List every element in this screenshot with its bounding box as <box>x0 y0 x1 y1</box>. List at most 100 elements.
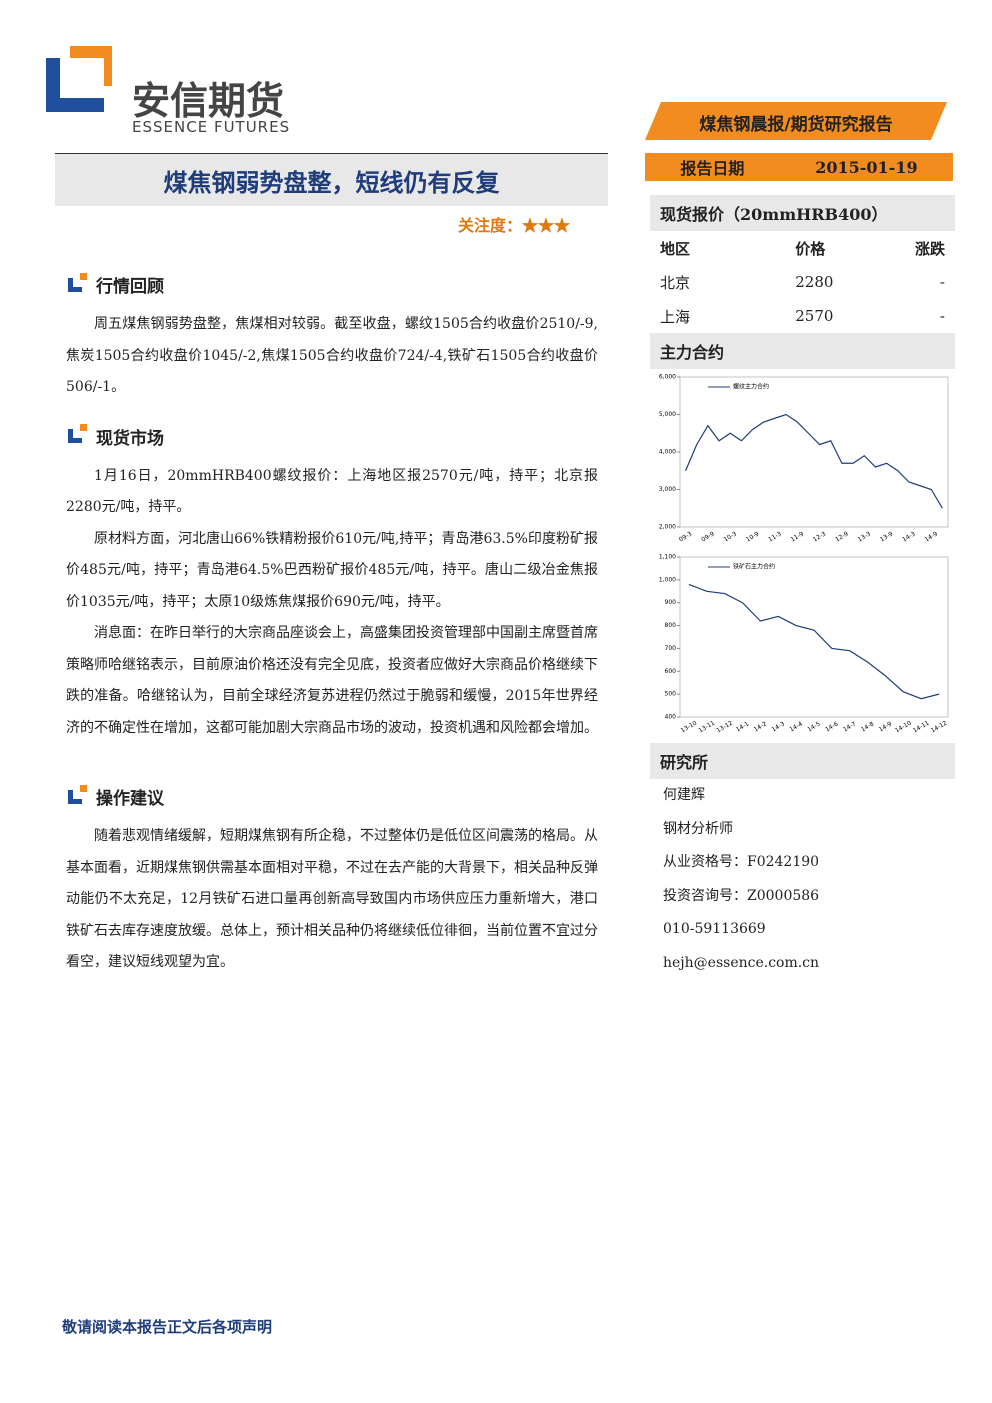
table-row: 地区 价格 涨跌 <box>660 231 945 265</box>
logo-cn: 安信期货 <box>132 79 285 123</box>
spot-table: 地区 价格 涨跌北京 2280 - 上海 2570 - <box>650 231 955 333</box>
title: 煤焦钢弱势盘整，短线仍有反复 <box>163 168 500 197</box>
date-label: 报告日期 <box>680 159 745 178</box>
report-date: 报告日期 2015-01-19 <box>645 153 953 181</box>
y-tick-label: 5,000 <box>659 411 676 418</box>
icon <box>68 272 87 292</box>
banner-bg <box>645 102 947 140</box>
y-tick-label: 4,000 <box>659 449 676 456</box>
x-tick-label: 10-3 <box>723 530 738 543</box>
y-tick-label: 900 <box>665 599 677 606</box>
plot-frame <box>679 376 949 528</box>
research-line: 何建辉 <box>663 787 705 803</box>
paragraph: 原材料方面，河北唐山66%铁精粉报价610元/吨,持平；青岛港63.5%印度粉矿… <box>66 530 598 610</box>
table-cell: 北京 <box>660 273 691 292</box>
x-tick-label: 14-1 <box>735 720 750 733</box>
x-tick-label: 14-2 <box>753 720 768 733</box>
x-tick-label: 14-3 <box>901 530 916 543</box>
x-tick-label: 14-9 <box>924 530 939 543</box>
heading-text: 行情回顾 <box>96 277 164 297</box>
table-cell: 价格 <box>795 239 826 258</box>
paragraph: 1月16日，20mmHRB400螺纹报价：上海地区报2570元/吨，持平；北京报… <box>66 467 598 516</box>
section-heading: 主力合约 <box>650 333 955 369</box>
y-tick-label: 1,000 <box>659 576 676 583</box>
table-cell: 上海 <box>660 307 691 326</box>
section-heading: 现货报价（20mmHRB400） <box>650 195 955 231</box>
x-tick-label: 11-9 <box>790 530 805 543</box>
y-tick-label: 800 <box>665 622 677 629</box>
table-cell: 涨跌 <box>914 239 945 258</box>
x-tick-label: 13-11 <box>697 720 716 735</box>
title-bar <box>55 153 608 206</box>
x-tick-label: 14-10 <box>894 720 913 735</box>
section-heading: 行情回顾 <box>68 272 598 297</box>
x-tick-label: 09-3 <box>678 530 693 543</box>
paragraph: 周五煤焦钢弱势盘整，焦煤相对较弱。截至收盘，螺纹1505合约收盘价2510/-9… <box>66 316 598 395</box>
table-cell: 2570 <box>795 307 834 325</box>
x-tick-label: 12-3 <box>812 530 827 543</box>
chart: 2,000 3,000 4,000 5,000 6,000 09-3 09-9 10-3 10-… <box>659 374 949 543</box>
x-tick-label: 13-10 <box>680 720 699 735</box>
paragraph: 随着悲观情绪缓解，短期煤焦钢有所企稳，不过整体仍是低位区间震荡的格局。从基本面看… <box>66 828 598 970</box>
table-row: 上海 2570 - <box>660 299 945 333</box>
table-cell: - <box>939 273 945 291</box>
table-row: 北京 2280 - <box>660 265 945 299</box>
chart: 400 500 600 700 800 900 1,000 1,100 13-10 13-11 13… <box>659 554 949 735</box>
paragraph: 消息面：在昨日举行的大宗商品座谈会上，高盛集团投资管理部中国副主席暨首席策略师哈… <box>66 625 598 736</box>
footer: 敬请阅读本报告正文后各项声明 <box>62 1318 273 1336</box>
x-tick-label: 14-6 <box>824 720 839 733</box>
attention-label: 关注度： <box>458 216 523 235</box>
y-tick-label: 2,000 <box>659 524 676 531</box>
table-cell: 2280 <box>795 273 834 291</box>
x-tick-label: 14-12 <box>930 720 949 735</box>
x-tick-label: 09-9 <box>700 530 715 543</box>
icon <box>68 424 87 443</box>
x-tick-label: 11-3 <box>767 530 782 543</box>
x-tick-label: 10-9 <box>745 530 760 543</box>
legend-label: 螺纹主力合约 <box>733 383 769 391</box>
heading-text: 操作建议 <box>96 789 164 809</box>
banner: 煤焦钢晨报/期货研究报告 <box>699 115 893 135</box>
y-tick-label: 400 <box>665 714 677 721</box>
y-tick-label: 600 <box>665 668 677 675</box>
table-cell: 地区 <box>660 239 691 258</box>
x-tick-label: 13-3 <box>857 530 872 543</box>
legend-label: 铁矿石主力合约 <box>733 563 775 571</box>
x-tick-label: 12-9 <box>834 530 849 543</box>
y-tick-label: 3,000 <box>659 486 676 493</box>
y-tick-label: 700 <box>665 645 677 652</box>
line <box>685 413 943 509</box>
section-heading: 研究所 <box>650 743 955 779</box>
x-tick-label: 14-11 <box>912 720 931 735</box>
research-line: 投资咨询号：Z0000586 <box>663 887 820 904</box>
plot-frame <box>679 556 949 718</box>
research-line: 010-59113669 <box>663 921 766 937</box>
x-tick-label: 13-12 <box>715 720 734 735</box>
x-tick-label: 14-9 <box>878 720 893 733</box>
research-line: 从业资格号：F0242190 <box>663 854 820 870</box>
sidebar: 现货报价（20mmHRB400） 地区 价格 涨跌北京 2280 - 上海 2570 - 主力合约… <box>650 195 955 980</box>
date-value: 2015-01-19 <box>815 157 918 177</box>
heading-text: 现货市场 <box>96 428 164 449</box>
body: 行情回顾周五煤焦钢弱势盘整，焦煤相对较弱。截至收盘，螺纹1505合约收盘价251… <box>66 272 598 979</box>
section-heading: 操作建议 <box>68 784 598 809</box>
research-line: hejh@essence.com.cn <box>663 954 820 971</box>
y-tick-label: 6,000 <box>659 374 676 381</box>
attention: 关注度：★★★ <box>458 212 570 236</box>
logo-en: ESSENCE FUTURES <box>132 118 291 136</box>
x-tick-label: 14-8 <box>860 720 875 733</box>
y-tick-label: 1,100 <box>659 554 676 561</box>
logo-mark <box>46 46 112 112</box>
x-tick-label: 14-4 <box>788 720 803 733</box>
icon <box>68 784 87 804</box>
x-tick-label: 13-9 <box>879 530 894 543</box>
table-cell: - <box>939 307 945 325</box>
research-line: 钢材分析师 <box>663 820 733 837</box>
section-heading: 现货市场 <box>68 424 598 449</box>
x-tick-label: 14-5 <box>806 720 821 733</box>
x-tick-label: 14-3 <box>771 720 786 733</box>
line <box>688 583 940 700</box>
x-tick-label: 14-7 <box>842 720 857 733</box>
y-tick-label: 500 <box>665 691 677 698</box>
